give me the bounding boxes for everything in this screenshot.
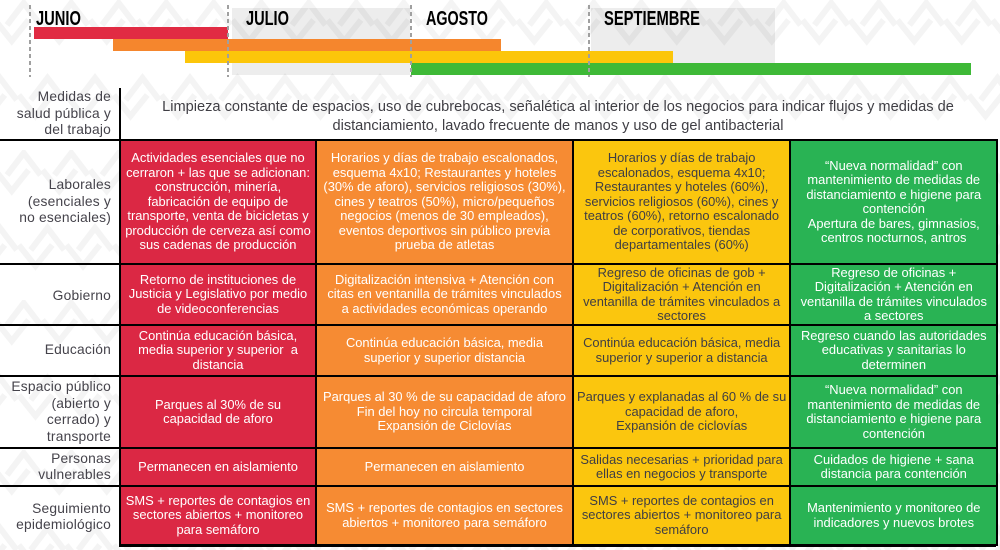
svg-text:SEPTIEMBRE: SEPTIEMBRE	[604, 7, 700, 30]
svg-text:AGOSTO: AGOSTO	[426, 6, 488, 29]
svg-text:JUNIO: JUNIO	[36, 7, 81, 30]
svg-text:JULIO: JULIO	[246, 7, 289, 30]
